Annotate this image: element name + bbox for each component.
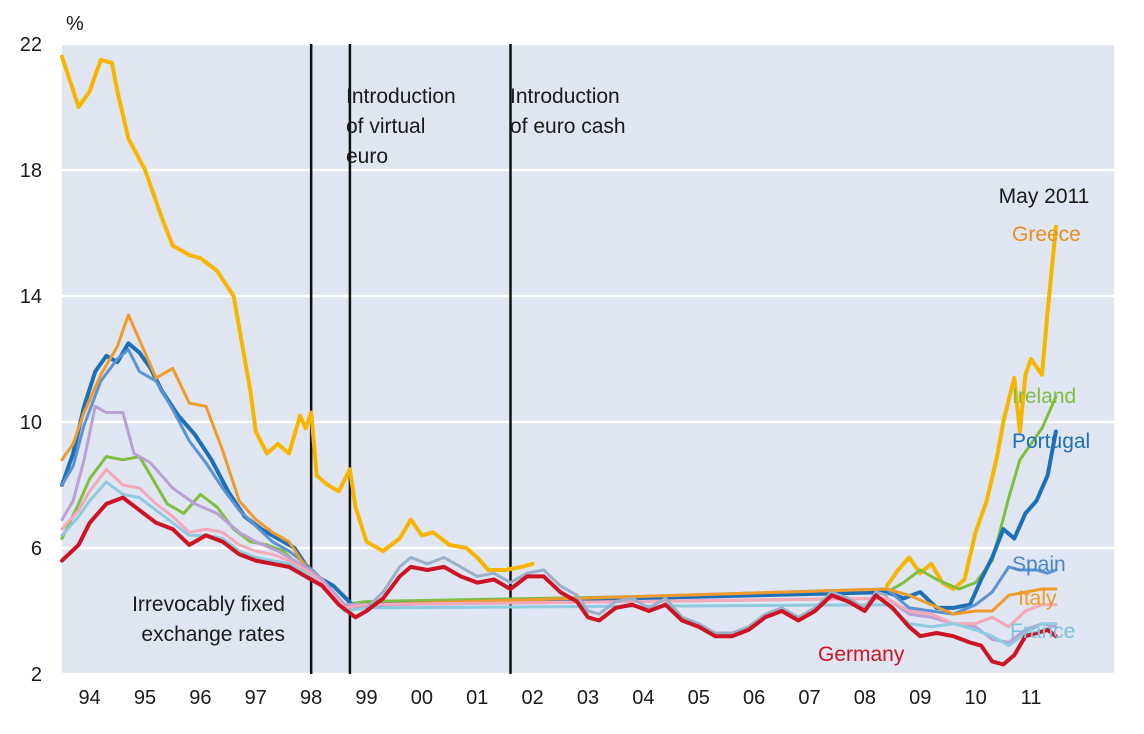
annotation-fixed: Irrevocably fixed exchange rates (132, 593, 285, 646)
series-line-spain (60, 348, 1058, 616)
annotations: Introduction of virtual euro Introduction of… (132, 85, 1089, 646)
series-line-italy (60, 313, 1058, 616)
series-label-france: France (1010, 620, 1075, 643)
x-tick-label: 04 (632, 687, 654, 709)
x-tick-label: 02 (522, 687, 544, 709)
x-tick-label: 07 (798, 687, 820, 709)
series-label-germany: Germany (818, 643, 905, 666)
series-label-spain: Spain (1012, 553, 1066, 576)
x-tick-label: 08 (854, 687, 876, 709)
annotation-line: of virtual (346, 115, 425, 138)
annotation-line: May 2011 (999, 185, 1090, 208)
x-tick-label: 05 (688, 687, 710, 709)
annotation-line: exchange rates (141, 623, 285, 646)
annotation-cash: Introduction of euro cash (510, 85, 626, 138)
annotation-line: Irrevocably fixed (132, 593, 285, 616)
annotation-line: Introduction (346, 85, 456, 108)
y-axis-label: % (66, 13, 84, 35)
series-labels: Greece Ireland Portugal Spain Italy France Ger… (818, 223, 1090, 666)
series-line-greece-late (885, 224, 1058, 591)
y-axis: 2 6 10 14 18 22 (20, 34, 42, 686)
annotation-line: of euro cash (510, 115, 626, 138)
series-label-italy: Italy (1018, 587, 1057, 610)
x-tick-label: 01 (466, 687, 488, 709)
series-label-portugal: Portugal (1012, 430, 1090, 453)
plot-area (62, 44, 1114, 674)
x-tick-label: 03 (577, 687, 599, 709)
series-line-pink (60, 467, 1058, 629)
y-tick-label: 2 (31, 664, 42, 686)
y-tick-label: 14 (20, 286, 42, 308)
annotation-line: euro (346, 145, 388, 168)
x-axis: 94 95 96 97 98 99 00 01 02 03 04 05 06 07 08 09 10 11 (79, 687, 1042, 709)
x-tick-label: 98 (300, 687, 322, 709)
series-line-greece (60, 54, 535, 572)
series-group (60, 54, 1058, 667)
x-tick-label: 95 (134, 687, 156, 709)
x-tick-label: 00 (411, 687, 433, 709)
y-tick-label: 10 (20, 412, 42, 434)
series-line-germany (60, 495, 1058, 667)
series-label-greece: Greece (1012, 223, 1081, 246)
x-tick-label: 06 (743, 687, 765, 709)
x-tick-label: 99 (355, 687, 377, 709)
annotation-virtual: Introduction of virtual euro (346, 85, 456, 168)
y-tick-label: 22 (20, 34, 42, 56)
series-line-france (60, 480, 1058, 648)
x-tick-label: 09 (909, 687, 931, 709)
annotation-may: May 2011 (999, 185, 1090, 208)
x-tick-label: 94 (79, 687, 101, 709)
x-tick-label: 10 (964, 687, 986, 709)
x-tick-label: 96 (189, 687, 211, 709)
x-tick-label: 97 (245, 687, 267, 709)
y-tick-label: 18 (20, 160, 42, 182)
series-label-ireland: Ireland (1012, 385, 1076, 408)
y-tick-label: 6 (31, 538, 42, 560)
annotation-line: Introduction (510, 85, 620, 108)
series-line-core (365, 556, 889, 635)
x-tick-label: 11 (1021, 687, 1042, 709)
